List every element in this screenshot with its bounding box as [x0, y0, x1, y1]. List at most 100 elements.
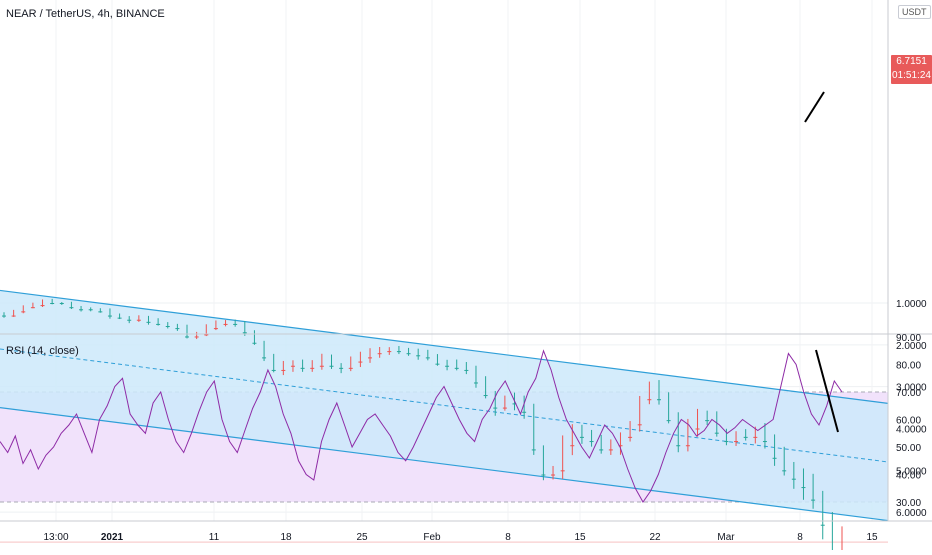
price-tick-label: 5.0000 — [896, 466, 927, 477]
candle-body — [165, 326, 170, 328]
candle-body — [156, 323, 161, 325]
candle-body — [204, 334, 209, 336]
candle-body — [290, 365, 295, 367]
time-tick-label: 15 — [574, 532, 586, 543]
regression-channel — [0, 289, 889, 543]
candle-body — [117, 317, 122, 319]
candle-body — [762, 441, 767, 443]
last-price-tag: 6.7151 01:51:24 — [891, 55, 932, 84]
rsi-layer — [0, 349, 843, 503]
candle-body — [493, 407, 498, 409]
time-tick-label: Feb — [423, 532, 441, 543]
candle-body — [416, 355, 421, 357]
rsi-line — [0, 349, 843, 503]
candle-body — [483, 395, 488, 397]
candle-body — [628, 436, 633, 438]
candle-body — [502, 407, 507, 409]
candle-body — [88, 309, 93, 311]
candle-body — [608, 449, 613, 451]
candle-body — [820, 524, 825, 526]
candle-body — [445, 365, 450, 367]
candle-body — [21, 311, 26, 313]
time-tick-label: 2021 — [101, 532, 124, 543]
candle-body — [512, 403, 517, 405]
candle-body — [310, 367, 315, 369]
candle-body — [531, 449, 536, 451]
candle-body — [358, 361, 363, 363]
candle-body — [801, 487, 806, 489]
candle-body — [541, 474, 546, 476]
rsi-tick-label: 50.00 — [896, 443, 921, 454]
candle-body — [685, 445, 690, 447]
candle-body — [30, 307, 35, 309]
candle-body — [223, 323, 228, 325]
candle-body — [618, 445, 623, 447]
candle-body — [647, 399, 652, 401]
price-tick-label: 6.0000 — [896, 508, 927, 519]
price-trendline — [804, 91, 825, 123]
rsi-pane-title: RSI (14, close) — [6, 345, 79, 357]
candle-body — [714, 432, 719, 434]
candle-body — [396, 351, 401, 353]
candle-body — [2, 315, 6, 317]
candle-body — [637, 424, 642, 426]
price-pane-title: NEAR / TetherUS, 4h, BINANCE — [6, 8, 165, 20]
rsi-tick-label: 40.00 — [896, 471, 921, 482]
rsi-trendline — [815, 349, 839, 433]
candle-body — [233, 323, 238, 325]
candle-body — [473, 382, 478, 384]
price-tick-label: 4.0000 — [896, 425, 927, 436]
rsi-tick-label: 30.00 — [896, 498, 921, 509]
candle-body — [69, 307, 74, 309]
candle-body — [599, 449, 604, 451]
currency-badge[interactable]: USDT — [898, 5, 931, 19]
candle-body — [329, 365, 334, 367]
candle-body — [146, 321, 151, 323]
candle-body — [127, 319, 132, 321]
candle-body — [300, 367, 305, 369]
time-tick-label: 8 — [797, 532, 803, 543]
time-tick-label: 22 — [649, 532, 661, 543]
candle-body — [242, 332, 247, 334]
time-tick-label: 25 — [356, 532, 368, 543]
price-tick-label: 1.0000 — [896, 299, 927, 310]
candle-body — [743, 436, 748, 438]
candle-body — [271, 369, 276, 371]
channel-middle-line — [0, 348, 889, 463]
candle-body — [185, 336, 190, 338]
channel-lower-line — [0, 289, 889, 404]
candle-body — [368, 357, 373, 359]
candle-body — [348, 367, 353, 369]
candle-body — [791, 478, 796, 480]
price-tick-label: 2.0000 — [896, 341, 927, 352]
candle-body — [560, 470, 565, 472]
candle-body — [107, 315, 112, 317]
candle-body — [811, 499, 816, 501]
candle-body — [175, 328, 180, 330]
candle-body — [40, 305, 45, 307]
candle-body — [435, 363, 440, 365]
candle-body — [656, 399, 661, 401]
candle-body — [695, 428, 700, 430]
candle-body — [676, 445, 681, 447]
candle-body — [551, 474, 556, 476]
candle-body — [319, 365, 324, 367]
time-tick-label: 13:00 — [43, 532, 68, 543]
candle-body — [79, 309, 84, 311]
bar-countdown: 01:51:24 — [892, 70, 931, 81]
candle-body — [705, 420, 710, 422]
candle-body — [213, 328, 218, 330]
candle-body — [782, 470, 787, 472]
candle-body — [589, 441, 594, 443]
rsi-tick-label: 80.00 — [896, 361, 921, 372]
rsi-tick-label: 70.00 — [896, 388, 921, 399]
candle-body — [50, 303, 55, 304]
candle-body — [464, 369, 469, 371]
candle-body — [522, 411, 527, 413]
candle-body — [194, 336, 199, 338]
candle-body — [252, 342, 257, 344]
candle-body — [377, 353, 382, 355]
candle-body — [753, 436, 758, 438]
